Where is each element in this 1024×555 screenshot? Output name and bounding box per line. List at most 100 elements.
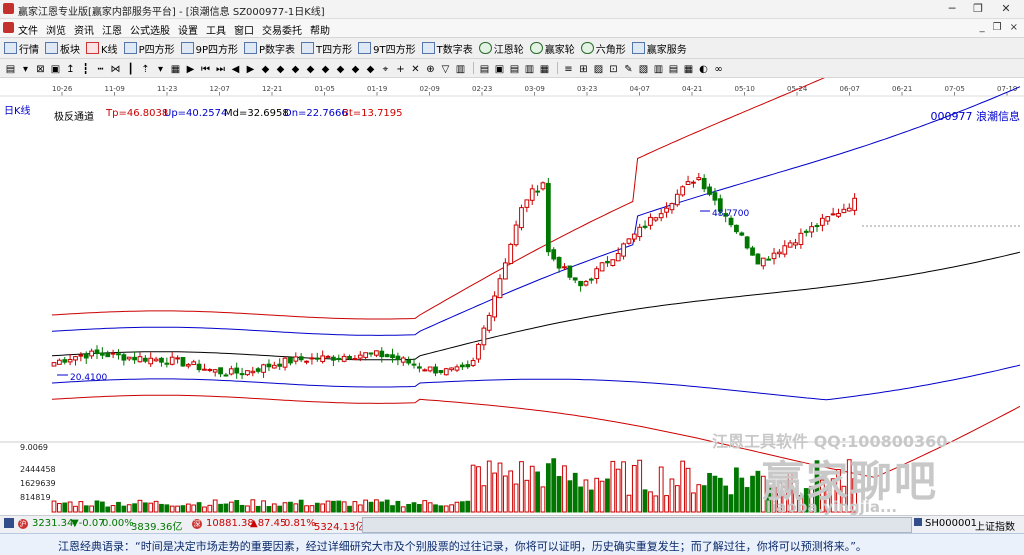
drawing-tool-icon[interactable]: ▧ [638,64,649,75]
candle-body [841,208,847,214]
mdi-restore-button[interactable]: ❐ [992,22,1002,33]
drawing-tool-icon[interactable]: ◆ [306,64,315,75]
drawing-tool-icon[interactable]: ▤ [668,64,679,75]
drawing-tool-icon[interactable]: ⊕ [426,64,435,75]
drawing-tool-icon[interactable]: ⊡ [609,64,618,75]
toolbar-button[interactable]: T四方形 [301,41,352,56]
drawing-tool-icon[interactable]: ◆ [336,64,345,75]
drawing-tool-icon[interactable]: ⊞ [579,64,588,75]
menu-item[interactable]: 工具 [206,26,226,37]
drawing-tool-icon[interactable]: ◀ [231,64,240,75]
volume-bar [621,461,626,513]
drawing-tool-icon[interactable]: ▥ [455,64,466,75]
drawing-tool-icon[interactable]: ◆ [261,64,270,75]
drawing-tool-icon[interactable]: ◆ [291,64,300,75]
drawing-tool-icon[interactable]: ▥ [653,64,664,75]
toolbar-button[interactable]: 江恩轮 [478,41,524,56]
drawing-tool-icon[interactable]: ┇ [82,64,89,75]
menu-item[interactable]: 公式选股 [130,26,170,37]
right-code[interactable]: SH000001 [925,518,978,529]
drawing-tool-icon[interactable]: ≡ [564,64,573,75]
drawing-tool-icon[interactable]: + [396,64,405,75]
kline-chart[interactable]: 10-26 11-09 11-23 12-07 12-21 01-05 01-19 02-09… [0,0,1024,514]
sh-pct: 0.00% [102,518,134,529]
drawing-tool-icon[interactable]: ▤ [509,64,520,75]
drawing-tool-icon[interactable]: ⋈ [110,64,121,75]
volume-bar [545,463,551,513]
drawing-tool-icon[interactable]: ▣ [50,64,61,75]
candle-body [212,369,218,373]
menu-item[interactable]: 江恩 [102,26,122,37]
volume-bar [363,499,369,513]
drawing-tool-icon[interactable]: ▾ [22,64,29,75]
toolbar-button[interactable]: 9P四方形 [180,41,238,56]
drawing-tool-icon[interactable]: ✕ [411,64,420,75]
drawing-tool-icon[interactable]: ⏭ [216,64,225,75]
menu-item[interactable]: 浏览 [46,26,66,37]
menu-item[interactable]: 窗口 [234,26,254,37]
indicator-md: Md=32.6958 [224,108,289,119]
menu-item[interactable]: 设置 [178,26,198,37]
toolbar-button[interactable]: 六角形 [580,41,626,56]
toolbar-button[interactable]: K线 [86,41,118,56]
drawing-tool-icon[interactable]: ◆ [276,64,285,75]
toolbar-button[interactable]: 赢家服务 [631,41,687,56]
drawing-tool-icon[interactable]: ⊠ [36,64,45,75]
period-label[interactable]: 日K线 [4,106,31,117]
drawing-tool-icon[interactable]: ▽ [441,64,450,75]
toolbar-button[interactable]: P四方形 [123,41,175,56]
toolbar-button[interactable]: 行情 [4,41,39,56]
drawing-tool-icon[interactable]: ▦ [539,64,550,75]
drawing-tool-icon[interactable]: ▶ [186,64,195,75]
close-button[interactable]: ✕ [1001,2,1011,15]
drawing-tool-icon[interactable]: ▥ [524,64,535,75]
candle-body [239,373,245,376]
drawing-tool-icon[interactable]: ◆ [351,64,360,75]
menu-item[interactable]: 帮助 [310,26,330,37]
minimize-button[interactable]: ─ [948,2,956,15]
candle-body [288,357,293,364]
drawing-tool-icon[interactable]: ◆ [321,64,330,75]
chart-area[interactable]: 10-26 11-09 11-23 12-07 12-21 01-05 01-19 02-09… [0,0,1024,514]
candle-body [545,182,551,253]
drawing-tool-icon[interactable]: ▾ [157,64,164,75]
drawing-tool-icon[interactable]: ↥ [66,64,75,75]
sh-icon[interactable] [4,518,14,531]
toolbar-button[interactable]: 9T四方形 [358,41,416,56]
candle-body [56,359,62,365]
toolbar-button[interactable]: P数字表 [244,41,295,56]
toolbar-button[interactable]: 赢家轮 [529,41,575,56]
drawing-tool-icon[interactable]: ▤ [479,64,490,75]
toolbar-button[interactable]: T数字表 [421,41,473,56]
drawing-tool-icon[interactable]: ◐ [699,64,708,75]
volume-axis-label: 1629639 [20,479,56,488]
drawing-tool-icon[interactable]: ⌖ [382,64,389,75]
maximize-button[interactable]: ❐ [973,2,983,15]
drawing-tool-icon[interactable]: ▤ [5,64,16,75]
drawing-tool-icon[interactable]: ▦ [683,64,694,75]
horizontal-scrollbar[interactable] [362,517,912,533]
drawing-tool-icon[interactable]: ⏮ [201,64,210,75]
menu-item[interactable]: 文件 [18,26,38,37]
drawing-tool-icon[interactable]: ✎ [624,64,633,75]
drawing-tool-icon[interactable]: ┅ [97,64,104,75]
right-name[interactable]: 上证指数 [975,522,1015,533]
toolbar-button[interactable]: 板块 [45,41,80,56]
drawing-tool-icon[interactable]: ◆ [366,64,375,75]
drawing-tool-icon[interactable]: ∞ [714,64,723,75]
drawing-tool-icon[interactable]: ▣ [494,64,505,75]
candle-body [368,352,374,355]
candle-body [400,357,406,363]
drawing-tool-icon[interactable]: ▨ [593,64,604,75]
drawing-tool-icon[interactable]: ⇡ [141,64,150,75]
drawing-tool-icon[interactable]: ▦ [170,64,181,75]
volume-bar [191,504,197,513]
menu-item[interactable]: 资讯 [74,26,94,37]
drawing-tool-icon[interactable]: ┃ [127,64,134,75]
drawing-tool-icon[interactable]: ▶ [246,64,255,75]
mdi-close-button[interactable]: × [1009,22,1018,33]
volume-axis-label: 814819 [20,493,51,502]
mdi-minimize-button[interactable]: _ [979,22,985,33]
sh-amount: 3839.36亿 [131,522,183,533]
menu-item[interactable]: 交易委托 [262,26,302,37]
